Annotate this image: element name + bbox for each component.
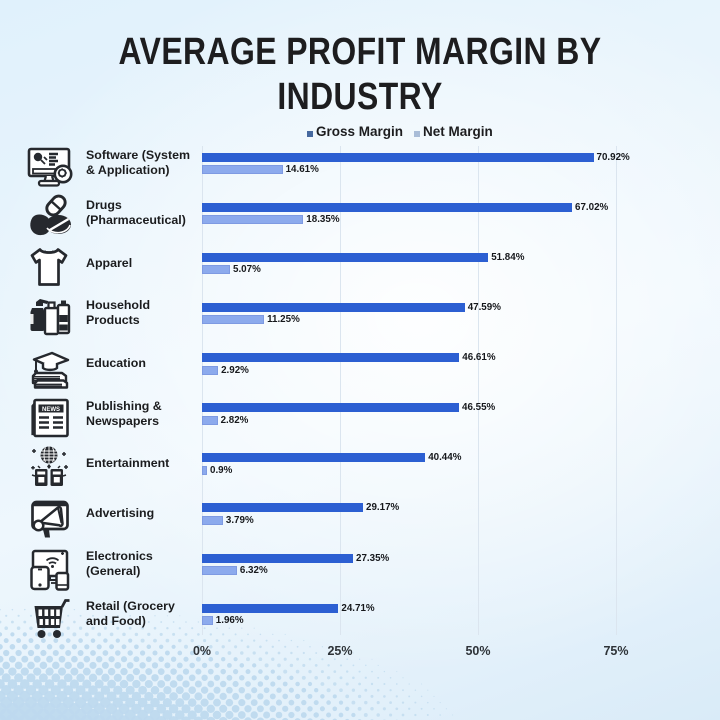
- svg-text:NEWS: NEWS: [42, 407, 60, 413]
